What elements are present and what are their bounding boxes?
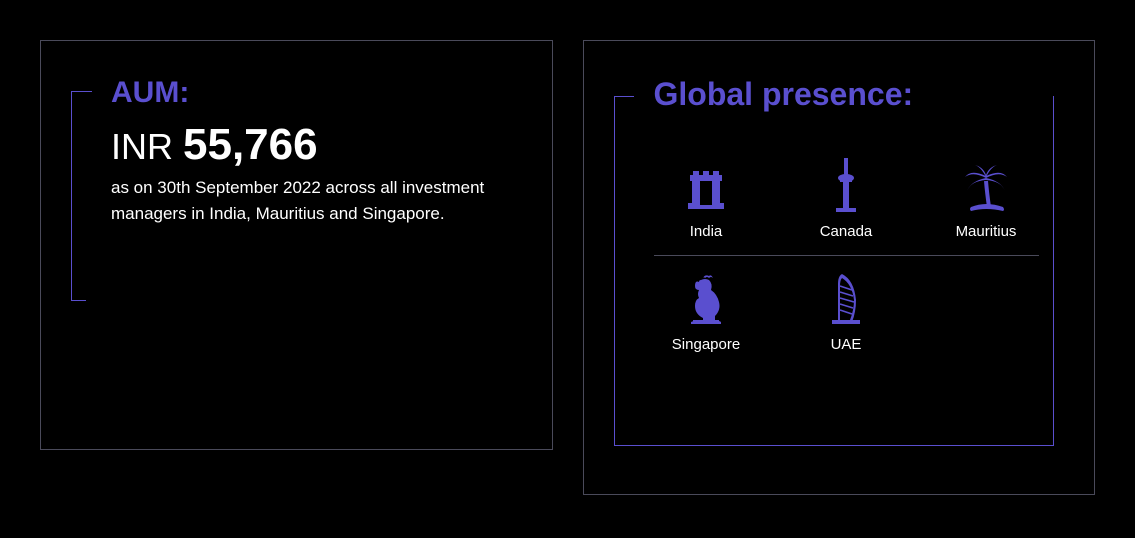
country-label-india: India <box>690 223 723 240</box>
aum-currency: INR <box>111 126 173 168</box>
cn-tower-icon <box>821 158 871 213</box>
countries-row-2: Singapore UAE <box>654 256 1040 368</box>
country-label-uae: UAE <box>831 336 862 353</box>
aum-value-row: INR 55,766 <box>111 120 512 170</box>
accent-border-left <box>71 91 86 301</box>
countries-grid: India Canada <box>654 143 1055 368</box>
country-label-mauritius: Mauritius <box>956 223 1017 240</box>
aum-amount: 55,766 <box>183 120 318 170</box>
presence-title: Global presence: <box>654 76 1055 113</box>
country-label-canada: Canada <box>820 223 873 240</box>
palm-tree-icon <box>961 158 1011 213</box>
accent-top-stub <box>614 96 634 97</box>
india-gate-icon <box>681 158 731 213</box>
aum-panel: AUM: INR 55,766 as on 30th September 202… <box>40 40 553 450</box>
country-canada: Canada <box>804 158 889 240</box>
aum-description: as on 30th September 2022 across all inv… <box>111 175 491 226</box>
aum-title: AUM: <box>111 76 512 110</box>
country-uae: UAE <box>804 271 889 353</box>
country-label-singapore: Singapore <box>672 336 740 353</box>
burj-al-arab-icon <box>821 271 871 326</box>
country-india: India <box>664 158 749 240</box>
country-singapore: Singapore <box>664 271 749 353</box>
presence-panel: Global presence: Ind <box>583 40 1096 495</box>
country-mauritius: Mauritius <box>944 158 1029 240</box>
countries-row-1: India Canada <box>654 143 1040 255</box>
merlion-icon <box>681 271 731 326</box>
